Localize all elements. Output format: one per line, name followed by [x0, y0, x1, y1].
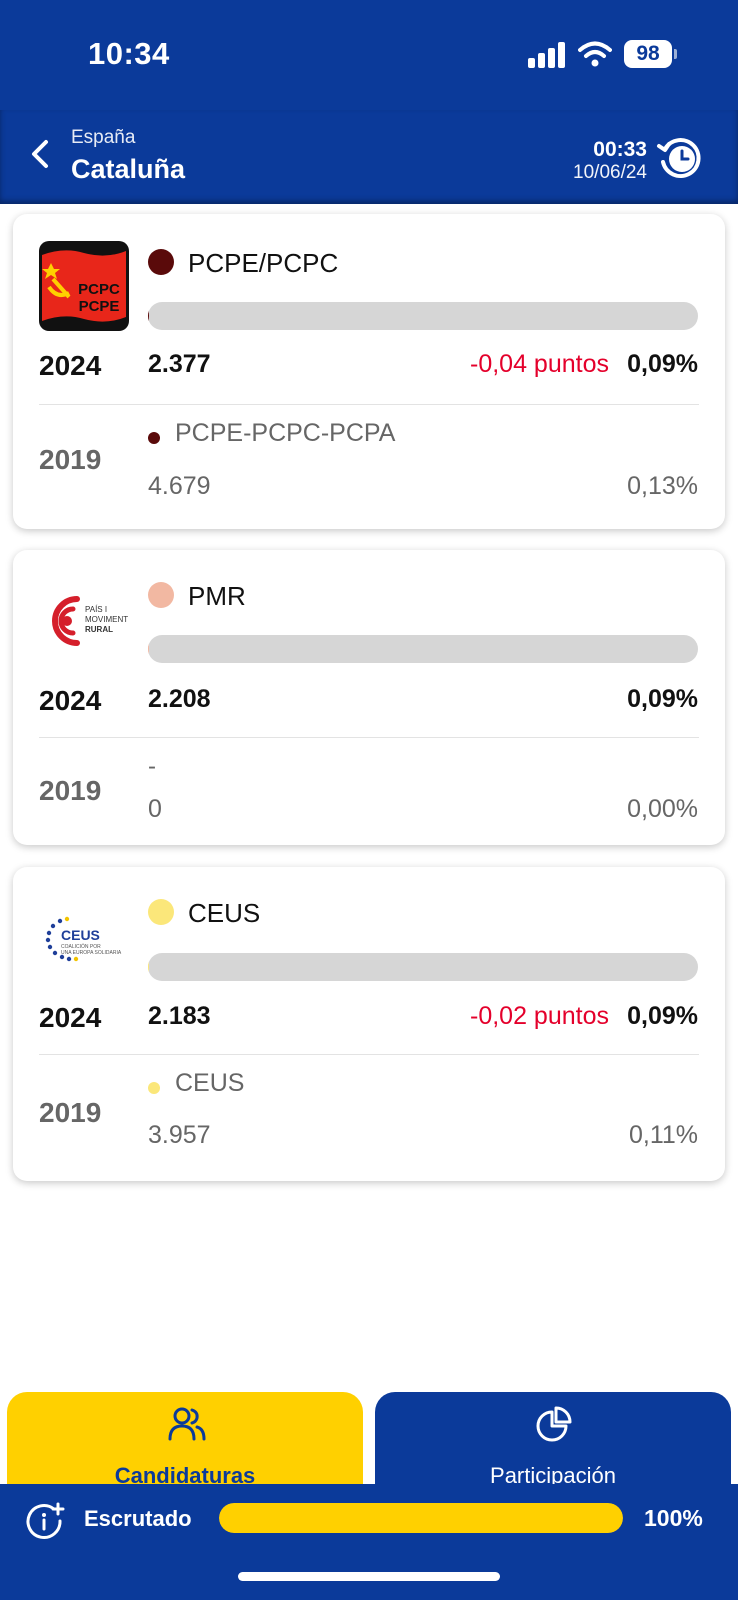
divider [39, 404, 699, 405]
scrutiny-progress-fill [219, 1503, 623, 1533]
previous-percentage: 0,00% [627, 795, 698, 823]
previous-party-color-dot [148, 1082, 160, 1094]
battery-icon: 98 [624, 40, 672, 68]
vote-share-bar [148, 302, 698, 330]
previous-votes: 0 [148, 795, 162, 823]
current-votes: 2.377 [148, 350, 211, 378]
party-name: PMR [188, 581, 246, 611]
previous-year: 2019 [39, 444, 102, 475]
svg-text:COALICIÓN POR: COALICIÓN POR [61, 943, 101, 950]
info-plus-icon[interactable] [26, 1501, 66, 1541]
current-percentage: 0,09% [627, 1002, 698, 1030]
candidate-card[interactable]: CEUS COALICIÓN POR UNA EUROPA SOLIDARIA … [13, 867, 725, 1181]
svg-text:PCPE: PCPE [79, 298, 120, 315]
status-bar: 10:34 98 [0, 0, 738, 110]
svg-text:PAÍS I: PAÍS I [85, 605, 107, 614]
current-percentage: 0,09% [627, 685, 698, 713]
current-year: 2024 [39, 350, 102, 381]
previous-votes: 4.679 [148, 472, 211, 500]
ceus-logo: CEUS COALICIÓN POR UNA EUROPA SOLIDARIA [45, 916, 122, 962]
previous-percentage: 0,13% [627, 472, 698, 500]
update-date: 10/06/24 [573, 162, 647, 183]
candidate-card[interactable]: PAÍS I MOVIMENT RURAL PMR 2024 2.208 0,0… [13, 550, 725, 845]
pie-chart-icon [536, 1406, 572, 1442]
vote-diff: -0,02 puntos [470, 1002, 609, 1030]
party-name: CEUS [188, 898, 261, 928]
back-chevron-icon[interactable] [24, 134, 58, 174]
divider [39, 737, 699, 738]
previous-party-name: - [148, 753, 156, 780]
previous-party-name: CEUS [175, 1069, 245, 1097]
page-title: Cataluña [71, 154, 186, 184]
tab-participacion[interactable]: Participación [375, 1392, 731, 1502]
scrutiny-label: Escrutado [84, 1506, 192, 1531]
scrutiny-percentage: 100% [644, 1505, 703, 1531]
svg-text:UNA EUROPA SOLIDARIA: UNA EUROPA SOLIDARIA [61, 950, 122, 956]
scrutiny-progress-bar [219, 1503, 623, 1533]
svg-text:RURAL: RURAL [85, 625, 113, 634]
candidate-card[interactable]: PCPC PCPE PCPE/PCPC 2024 2.377 -0,04 pun… [13, 214, 725, 529]
vote-share-bar [148, 635, 698, 663]
current-year: 2024 [39, 1002, 102, 1033]
current-votes: 2.208 [148, 685, 211, 713]
svg-text:MOVIMENT: MOVIMENT [85, 615, 128, 624]
wifi-icon [578, 41, 612, 67]
party-color-dot [148, 899, 174, 925]
history-clock-icon[interactable] [656, 134, 704, 182]
previous-votes: 3.957 [148, 1121, 211, 1149]
previous-year: 2019 [39, 775, 102, 806]
tab-label: Candidaturas [114, 1463, 256, 1488]
battery-tip [674, 49, 677, 59]
people-icon [168, 1407, 206, 1441]
party-color-dot [148, 249, 174, 275]
scrutiny-footer: Escrutado 100% [0, 1484, 738, 1600]
vote-diff: -0,04 puntos [470, 350, 609, 378]
vote-share-bar [148, 953, 698, 981]
update-time: 00:33 [593, 138, 647, 161]
breadcrumb-parent[interactable]: España [71, 127, 136, 148]
svg-text:CEUS: CEUS [61, 927, 100, 943]
cellular-signal-icon [528, 42, 568, 68]
current-percentage: 0,09% [627, 350, 698, 378]
party-color-dot [148, 582, 174, 608]
pcpc-pcpe-logo: PCPC PCPE [39, 241, 129, 331]
pais-i-moviment-rural-logo: PAÍS I MOVIMENT RURAL [52, 596, 128, 646]
previous-party-name: PCPE-PCPC-PCPA [175, 419, 396, 447]
party-name: PCPE/PCPC [188, 248, 339, 278]
svg-text:PCPC: PCPC [78, 281, 120, 298]
home-indicator[interactable] [238, 1572, 500, 1581]
current-year: 2024 [39, 685, 102, 716]
current-votes: 2.183 [148, 1002, 211, 1030]
nav-header: España Cataluña 00:33 10/06/24 [0, 110, 738, 204]
previous-year: 2019 [39, 1097, 102, 1128]
status-time: 10:34 [88, 36, 170, 71]
previous-percentage: 0,11% [628, 1121, 698, 1149]
divider [39, 1054, 699, 1055]
tab-label: Participación [490, 1463, 616, 1488]
previous-party-color-dot [148, 432, 160, 444]
tab-candidaturas[interactable]: Candidaturas [7, 1392, 363, 1502]
